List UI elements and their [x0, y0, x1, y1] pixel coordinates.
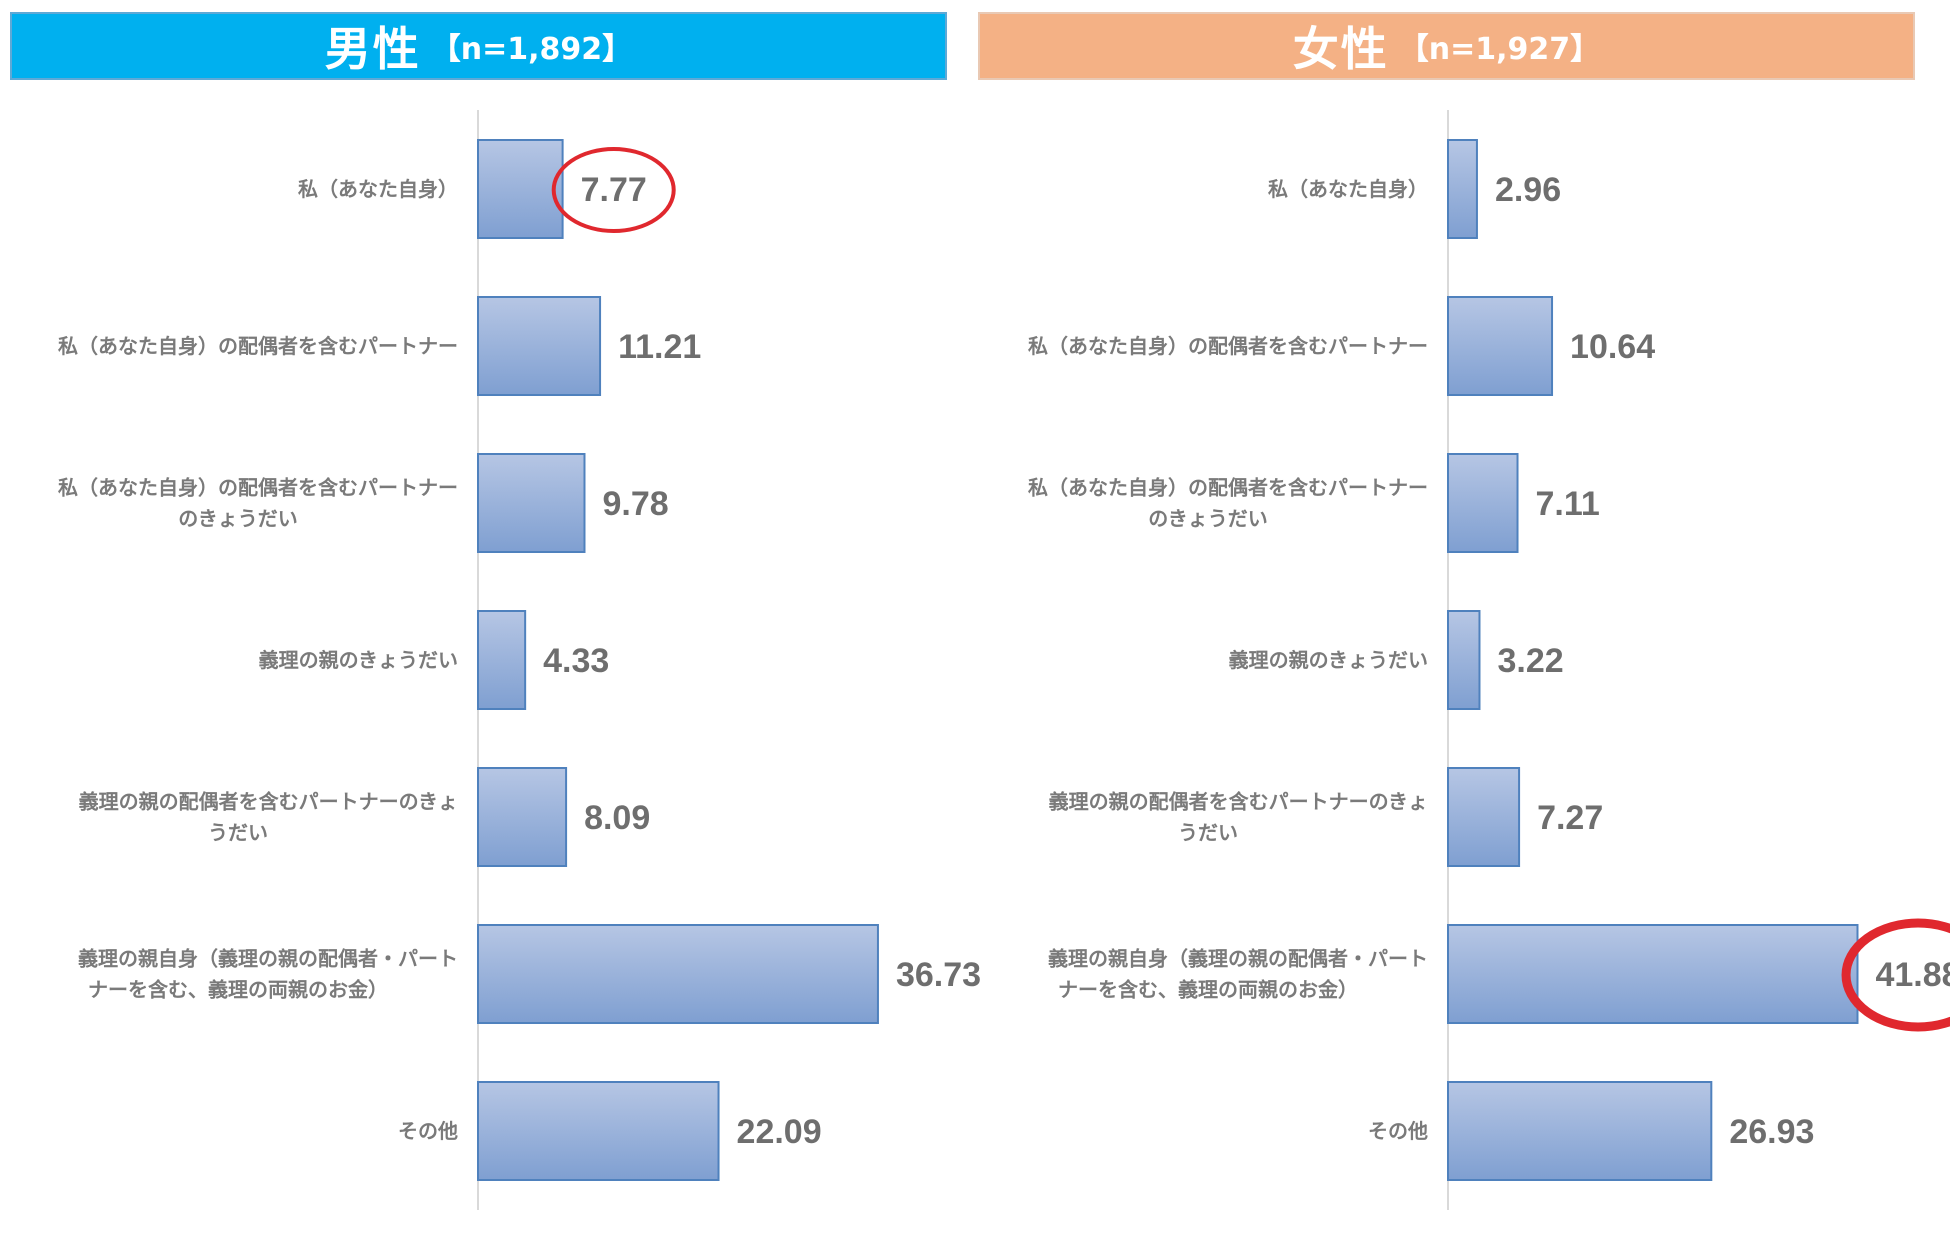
female-value-label: 26.93 [1729, 1113, 1814, 1151]
male-value-label: 9.78 [602, 485, 668, 523]
female-value-label: 7.27 [1537, 799, 1603, 837]
male-value-label: 4.33 [543, 642, 609, 680]
male-sample-size: 【n=1,892】 [430, 32, 633, 67]
female-bar [1447, 767, 1521, 867]
male-bar [477, 767, 568, 867]
female-category-label: その他 [1368, 1119, 1428, 1143]
female-value-label: 2.96 [1495, 171, 1561, 209]
male-category-label: 私（あなた自身）の配偶者を含むパートナー [58, 334, 458, 358]
male-bar [477, 453, 586, 553]
female-category-label: 私（あなた自身） [1268, 177, 1428, 201]
male-category-label: 義理の親のきょうだい [259, 648, 458, 672]
female-value-label: 7.11 [1536, 485, 1600, 523]
female-sample-size: 【n=1,927】 [1398, 32, 1601, 67]
male-value-label: 7.77 [581, 171, 647, 209]
female-title: 女性 [1292, 22, 1389, 76]
male-chart: 私（あなた自身） 7.77 私（あなた自身）の配偶者を含むパートナー 11.21 私（あ… [58, 110, 981, 1210]
female-highlight-circle [1841, 918, 1950, 1032]
female-category-label: 義理の親自身（義理の親の配偶者・パートナーを含む、義理の両親のお金） [1048, 947, 1428, 1002]
female-bar [1447, 924, 1859, 1024]
male-highlight-circle [551, 147, 676, 233]
female-bar [1447, 1081, 1713, 1181]
male-value-label: 8.09 [584, 799, 650, 837]
female-value-label: 41.88 [1875, 956, 1950, 994]
male-header: 男性 【n=1,892】 [10, 12, 947, 80]
female-bar [1447, 296, 1554, 396]
male-category-label: 義理の親自身（義理の親の配偶者・パートナーを含む、義理の両親のお金） [78, 947, 458, 1002]
male-category-label: 義理の親の配偶者を含むパートナーのきょうだい [79, 790, 458, 845]
female-chart: 私（あなた自身） 2.96 私（あなた自身）の配偶者を含むパートナー 10.64 私（あ… [1028, 110, 1950, 1210]
male-value-label: 36.73 [896, 956, 981, 994]
female-bar [1447, 610, 1481, 710]
female-category-label: 義理の親の配偶者を含むパートナーのきょうだい [1049, 790, 1428, 845]
male-value-label: 22.09 [737, 1113, 822, 1151]
male-title: 男性 [324, 22, 421, 76]
female-category-label: 義理の親のきょうだい [1229, 648, 1428, 672]
female-bar [1447, 139, 1478, 239]
female-category-label: 私（あなた自身）の配偶者を含むパートナー [1028, 334, 1428, 358]
male-category-label: その他 [398, 1119, 458, 1143]
female-header: 女性 【n=1,927】 [978, 12, 1915, 80]
female-value-label: 10.64 [1570, 328, 1655, 366]
female-bar [1447, 453, 1519, 553]
male-category-label: 私（あなた自身）の配偶者を含むパートナーのきょうだい [58, 476, 458, 531]
male-bar [477, 610, 527, 710]
male-bar [477, 924, 879, 1024]
male-bar [477, 1081, 720, 1181]
female-category-label: 私（あなた自身）の配偶者を含むパートナーのきょうだい [1028, 476, 1428, 531]
male-category-label: 私（あなた自身） [298, 177, 458, 201]
male-bar [477, 296, 602, 396]
male-value-label: 11.21 [618, 328, 701, 366]
male-bar [477, 139, 564, 239]
female-value-label: 3.22 [1497, 642, 1563, 680]
